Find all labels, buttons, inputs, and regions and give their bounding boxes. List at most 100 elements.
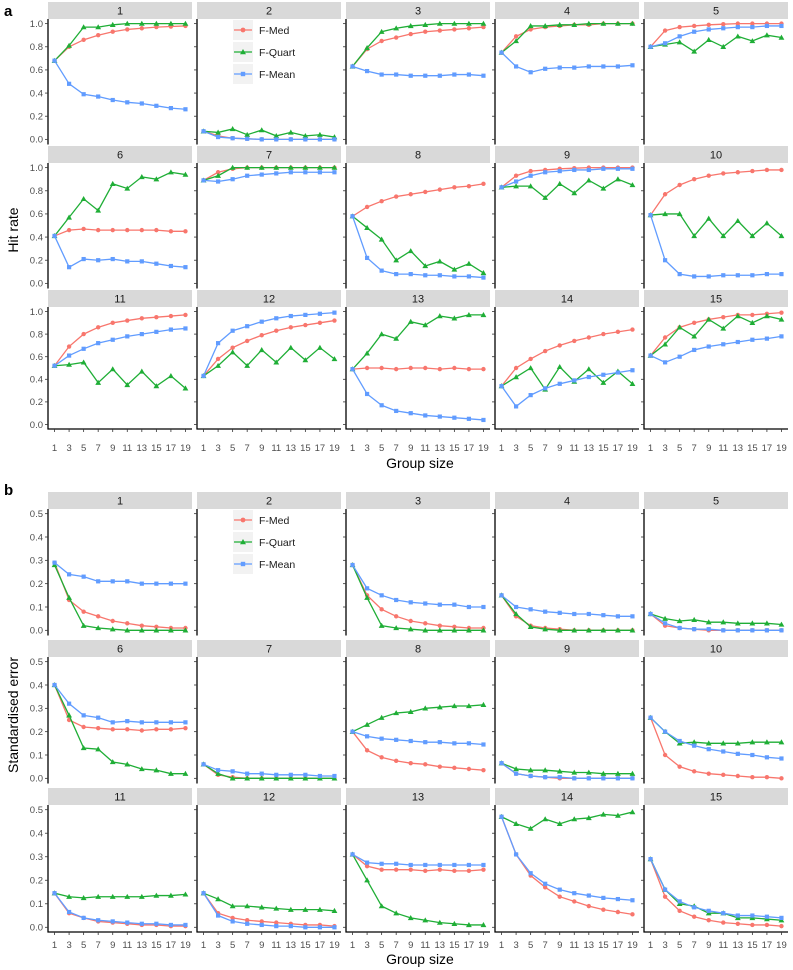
data-point: [662, 211, 668, 217]
data-point: [586, 776, 591, 781]
data-point: [513, 404, 519, 409]
data-point: [721, 772, 726, 778]
facet-strip-label: 5: [713, 6, 719, 18]
data-point: [452, 27, 457, 32]
data-point: [168, 581, 174, 586]
facet-strip-label: 5: [713, 496, 719, 508]
data-point: [230, 136, 235, 141]
data-point: [317, 925, 323, 930]
data-point: [273, 359, 280, 365]
data-point: [630, 166, 635, 171]
y-tick-label: 0.0: [30, 774, 43, 785]
legend-label: F-Quart: [259, 47, 295, 59]
series-line: [650, 613, 782, 631]
data-point: [436, 627, 443, 633]
data-point: [215, 356, 221, 362]
data-point: [481, 24, 486, 30]
facet-strip-label: 4: [564, 496, 570, 508]
data-point: [422, 322, 429, 328]
y-tick-label: 0.3: [30, 704, 43, 715]
data-point: [600, 379, 607, 385]
data-point: [615, 20, 621, 26]
facet-strip-label: 13: [412, 792, 424, 804]
facet-strip: [197, 492, 341, 509]
series-f-mean: [201, 310, 337, 379]
x-tick-label: 11: [271, 443, 281, 454]
data-point: [543, 881, 548, 886]
x-tick-label: 15: [747, 940, 758, 951]
x-tick-label: 19: [627, 940, 638, 951]
y-tick-label: 0.0: [30, 923, 43, 934]
data-point: [274, 772, 279, 777]
series-line: [352, 22, 484, 67]
data-point: [378, 236, 385, 242]
series-f-quart: [51, 359, 189, 391]
facet-strip: [48, 492, 192, 509]
data-point: [229, 349, 236, 355]
x-tick-label: 17: [315, 940, 326, 951]
x-tick-label: 19: [180, 443, 191, 454]
data-point: [183, 720, 188, 725]
data-point: [513, 179, 519, 184]
data-point: [513, 173, 519, 178]
data-point: [96, 258, 101, 263]
data-point: [557, 343, 562, 348]
data-point: [750, 273, 755, 278]
data-point: [481, 73, 486, 78]
data-point: [125, 100, 130, 105]
series-line: [500, 816, 633, 901]
data-point: [630, 614, 635, 619]
data-point: [615, 909, 621, 915]
x-tick-label: 7: [692, 443, 697, 454]
data-point: [364, 734, 370, 739]
data-point: [95, 746, 102, 752]
data-point: [705, 619, 712, 625]
series-line: [53, 235, 186, 269]
y-tick-label: 0.2: [30, 579, 43, 590]
facet-strip: [495, 640, 639, 657]
x-tick-label: 1: [499, 443, 504, 454]
data-point: [721, 628, 726, 633]
data-point: [749, 620, 756, 626]
x-tick-label: 5: [230, 940, 235, 951]
series-f-mean: [201, 170, 337, 184]
data-point: [408, 192, 413, 197]
data-point: [648, 353, 653, 358]
data-point: [317, 311, 323, 316]
data-point: [230, 328, 235, 333]
data-point: [66, 81, 72, 86]
data-point: [182, 171, 189, 177]
data-point: [630, 898, 635, 903]
data-point: [585, 177, 592, 183]
data-point: [542, 348, 548, 354]
data-point: [572, 899, 577, 904]
data-point: [66, 227, 72, 233]
data-point: [66, 344, 72, 349]
data-point: [332, 925, 337, 930]
data-point: [691, 48, 698, 54]
data-point: [139, 227, 145, 233]
data-point: [230, 345, 235, 350]
facet-a-3: 3: [343, 2, 490, 145]
legend-item-f-mean: F-Mean: [233, 64, 295, 84]
data-point: [245, 921, 250, 926]
x-tick-label: 13: [137, 443, 148, 454]
data-point: [481, 604, 486, 610]
data-point: [394, 408, 399, 414]
data-point: [572, 776, 577, 781]
series-f-med: [350, 181, 486, 219]
data-point: [451, 703, 458, 709]
facet-a-6: 6 0.0 0.2 0.4 0.6 0.8 1.0: [30, 146, 192, 290]
facet-strip: [197, 788, 341, 805]
data-point: [436, 258, 443, 264]
legend-label: F-Med: [259, 515, 289, 527]
data-point: [230, 915, 235, 921]
data-point: [317, 131, 323, 137]
data-point: [154, 24, 159, 30]
x-tick-label: 5: [230, 443, 235, 454]
series-line: [54, 562, 186, 585]
facet-strip: [48, 2, 192, 19]
data-point: [96, 918, 101, 923]
data-point: [705, 215, 712, 221]
data-point: [183, 922, 188, 928]
